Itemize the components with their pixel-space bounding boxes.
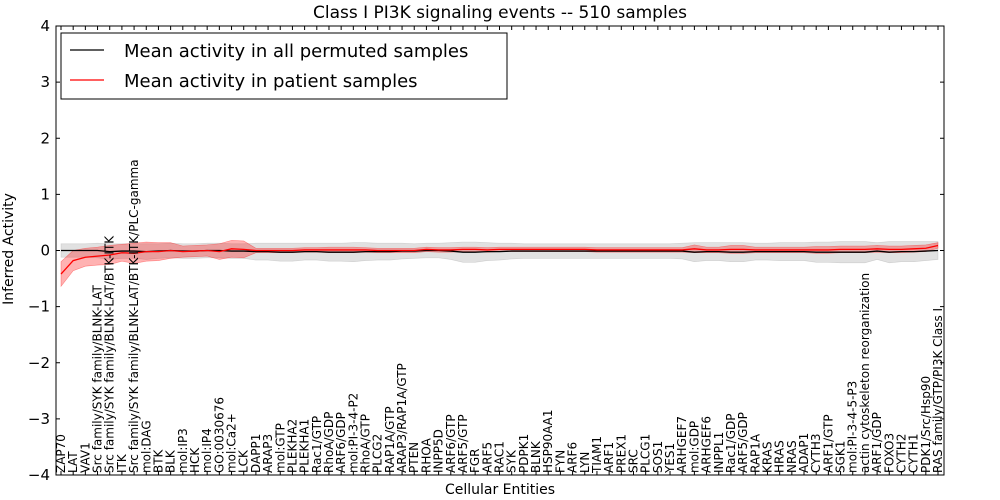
x-tick-label: ARF5/GDP	[736, 412, 750, 473]
x-tick-label: VAV1	[78, 442, 92, 473]
x-tick-label: KRAS	[760, 441, 774, 473]
x-tick-label: mol:GDP	[687, 421, 701, 473]
chart-title: Class I PI3K signaling events -- 510 sam…	[313, 3, 687, 23]
x-tick-label: Src family/SYK family/BLNK-LAT/BTK-ITK/P…	[127, 159, 141, 473]
legend-label-permuted: Mean activity in all permuted samples	[124, 41, 468, 62]
x-tick-label: HCK	[188, 447, 202, 473]
series-lines	[60, 244, 939, 275]
x-tick-label: mol:GTP	[273, 423, 287, 473]
x-tick-label: ARF1	[602, 442, 616, 473]
x-tick-label: RAC1	[493, 441, 507, 473]
x-tick-label: ARHGEF6	[700, 416, 714, 473]
x-tick-label: BTK	[151, 448, 165, 473]
x-tick-label: LCK	[237, 449, 251, 473]
y-tick-label: 2	[40, 129, 50, 147]
x-tick-label: PDPK1	[517, 434, 531, 473]
x-tick-label: RHOA	[419, 437, 433, 473]
x-tick-label: mol:IP4	[200, 428, 214, 473]
x-tick-label: INPP5D	[432, 429, 446, 473]
y-tick-label: −1	[28, 298, 50, 316]
x-tick-label: SRC	[626, 449, 640, 473]
plot-frame	[55, 25, 945, 476]
band-patient	[60, 240, 939, 288]
x-tick-label: ARAP3	[261, 434, 275, 473]
x-tick-label: BLNK	[529, 440, 543, 473]
x-tick-label: SYK	[505, 449, 519, 473]
y-tick-label: 3	[40, 73, 50, 91]
x-tick-label: CYTH3	[809, 434, 823, 474]
y-tick-label: −2	[28, 354, 50, 372]
x-tick-label: Rac1/GTP	[310, 416, 324, 473]
x-tick-label: ARF6/GTP	[444, 414, 458, 473]
x-tick-label: Src family/SYK family/BLNK-LAT/BTK-ITK	[103, 235, 117, 473]
x-tick-label: PLEKHA1	[298, 419, 312, 473]
x-tick-label: PLCG1	[639, 434, 653, 473]
x-tick-label: INPPL1	[712, 432, 726, 473]
x-tick-label: ZAP70	[54, 434, 68, 473]
y-tick-label: −4	[28, 466, 50, 484]
x-tick-label: HSP90AA1	[541, 409, 555, 473]
y-tick-label: 0	[40, 242, 50, 260]
x-tick-label: CYTH2	[894, 434, 908, 474]
y-axis-ticks: −4 −3 −2 −1 0 1 2 3 4	[28, 17, 944, 484]
x-tick-label: SOS1	[651, 441, 665, 473]
legend-box	[60, 32, 508, 100]
x-tick-label: Rac1/GDP	[724, 414, 738, 473]
x-tick-label: mol:DAG	[139, 420, 153, 473]
y-tick-label: 4	[40, 17, 50, 35]
x-tick-label: mol:PI-3-4-P2	[346, 393, 360, 473]
x-tick-label: FYN	[553, 450, 567, 473]
x-tick-label: ARHGEF7	[675, 416, 689, 473]
x-tick-label: RAS family/GTP/PI3K Class I	[931, 308, 945, 473]
x-tick-label: TIAM1	[590, 436, 604, 474]
x-tick-label: ARF6/GDP	[334, 412, 348, 473]
x-tick-label: DAPP1	[249, 434, 263, 473]
x-tick-label: mol:PI-3-4-5-P3	[846, 381, 860, 473]
x-tick-label: PLCG2	[371, 434, 385, 473]
x-tick-label: LAT	[66, 451, 80, 473]
x-tick-label: CYTH1	[907, 434, 921, 474]
x-tick-label: PREX1	[614, 434, 628, 473]
x-tick-label: GO:0030676	[212, 397, 226, 473]
x-tick-label: ARF1/GTP	[821, 414, 835, 473]
x-tick-label: PLEKHA2	[285, 419, 299, 473]
x-tick-label: Src family/SYK family/BLNK-LAT	[91, 284, 105, 473]
x-axis-label: Cellular Entities	[445, 482, 555, 498]
confidence-bands	[60, 240, 939, 288]
x-tick-label: ARF1/GDP	[870, 412, 884, 473]
legend-label-patient: Mean activity in patient samples	[124, 71, 418, 92]
x-tick-label: RhoA/GDP	[322, 412, 336, 473]
x-tick-label: RhoA/GTP	[359, 414, 373, 473]
x-tick-label: NRAS	[785, 440, 799, 473]
x-tick-label: RAP1A	[748, 433, 762, 473]
x-tick-label: mol:Ca2+	[225, 413, 239, 473]
x-tick-label: ADAP1	[797, 433, 811, 473]
x-tick-label: FGR	[468, 448, 482, 473]
x-tick-label: BLK	[164, 449, 178, 473]
x-tick-label: ARF5/GTP	[456, 414, 470, 473]
x-tick-label: ARF5	[480, 442, 494, 473]
x-tick-label: actin cytoskeleton reorganization	[858, 273, 872, 473]
x-tick-label: YES1	[663, 443, 677, 474]
x-tick-label: SGK1	[834, 441, 848, 473]
x-tick-label: ARAP3/RAP1A/GTP	[395, 363, 409, 473]
x-tick-label: LYN	[578, 452, 592, 473]
x-tick-label: ARF6	[566, 442, 580, 473]
x-tick-label: PTEN	[407, 442, 421, 473]
x-tick-label: ITK	[115, 453, 129, 473]
x-tick-label: RAP1A/GTP	[383, 406, 397, 473]
x-tick-label: PDK1/Src/Hsp90	[919, 376, 933, 473]
y-tick-label: 1	[40, 185, 50, 203]
x-tick-label: FOXO3	[882, 433, 896, 473]
line-patient-mean	[60, 244, 939, 275]
x-tick-label: mol:IP3	[176, 428, 190, 473]
y-tick-label: −3	[28, 410, 50, 428]
x-tick-label: HRAS	[773, 440, 787, 473]
legend: Mean activity in all permuted samples Me…	[60, 32, 508, 100]
y-axis-label: Inferred Activity	[1, 193, 17, 305]
